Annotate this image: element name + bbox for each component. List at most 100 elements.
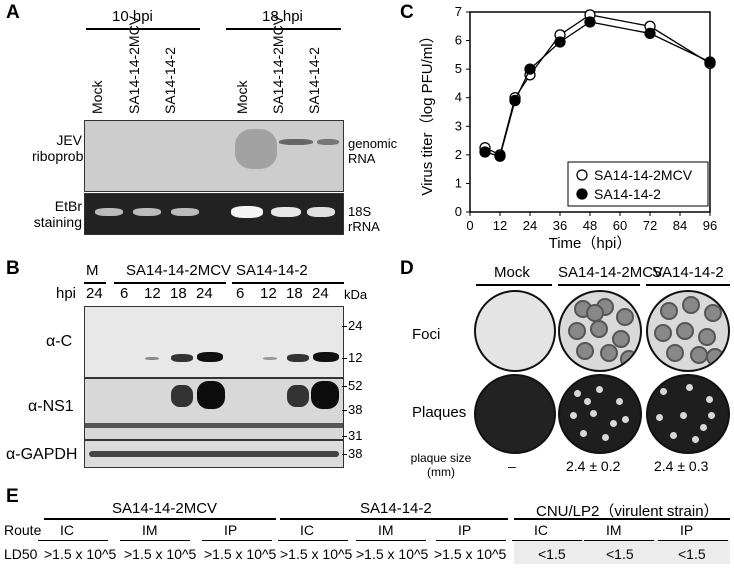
x-tick-label: 24 xyxy=(523,218,537,233)
plaque-spot xyxy=(700,424,707,431)
legend-box xyxy=(567,161,709,207)
c-band xyxy=(145,357,159,360)
plaque-spot xyxy=(574,390,581,397)
route-underline xyxy=(658,540,728,541)
lane-label-sa-18: SA14-14-2 xyxy=(306,47,322,114)
kda-tick xyxy=(342,436,347,437)
plaque-spot xyxy=(686,384,693,391)
hpi-value: 18 xyxy=(286,285,303,302)
hpi-value: 6 xyxy=(236,285,245,302)
route-im: IM xyxy=(606,522,622,538)
route-underline xyxy=(38,540,108,541)
data-point xyxy=(584,16,596,28)
route-ic: IC xyxy=(534,522,548,538)
kda-marker: 12 xyxy=(348,350,363,365)
ld50-label: LD50 xyxy=(4,546,38,562)
plaque-spot xyxy=(616,308,634,326)
rrna-band xyxy=(231,206,263,218)
data-point xyxy=(479,146,491,158)
ld50-value: >1.5 x 10^5 xyxy=(44,546,117,562)
legend-marker xyxy=(576,188,588,200)
hpi-value: 12 xyxy=(144,285,161,302)
data-point xyxy=(554,36,566,48)
western-blot-ns1 xyxy=(84,378,344,440)
x-tick-label: 48 xyxy=(583,218,597,233)
col-label-sa: SA14-14-2 xyxy=(652,264,724,281)
plaque-spot xyxy=(590,410,597,417)
y-tick-label: 5 xyxy=(455,61,462,76)
plaque-spot xyxy=(622,416,629,423)
panel-label-d: D xyxy=(400,258,414,279)
c-band xyxy=(287,354,309,362)
x-tick-label: 84 xyxy=(673,218,687,233)
kda-tick xyxy=(342,410,347,411)
row-label-alpha-c: α-C xyxy=(46,333,73,350)
y-tick-label: 7 xyxy=(455,4,462,19)
panel-label-c: C xyxy=(400,2,414,23)
route-ic: IC xyxy=(60,522,74,538)
hpi-value: 12 xyxy=(260,285,277,302)
plaque-spot xyxy=(654,324,672,342)
group-line-mcv xyxy=(114,282,226,284)
panel-label-b: B xyxy=(6,258,20,279)
virulent-highlight xyxy=(514,540,730,564)
kda-marker: 31 xyxy=(348,428,363,443)
route-ic: IC xyxy=(300,522,314,538)
western-blot-gapdh xyxy=(84,440,344,468)
kda-tick xyxy=(342,326,347,327)
col-line-sa xyxy=(646,284,730,286)
kda-label: kDa xyxy=(344,287,368,302)
western-blot-c xyxy=(84,306,344,378)
kda-tick xyxy=(342,358,347,359)
plaque-spot xyxy=(568,322,586,340)
plaque-spot xyxy=(660,388,667,395)
plaque-size-sa: 2.4 ± 0.3 xyxy=(654,458,709,474)
plaque-spot xyxy=(692,436,699,443)
panel-label-e: E xyxy=(6,486,19,507)
row-label-foci: Foci xyxy=(412,326,441,343)
ld50-value: <1.5 xyxy=(538,546,566,562)
dish-plaques-sa xyxy=(646,374,730,454)
hpi-value: 24 xyxy=(196,285,213,302)
group-label-sa: SA14-14-2 xyxy=(236,262,308,279)
x-axis-label: Time（hpi） xyxy=(549,235,632,250)
series-line xyxy=(484,21,711,158)
y-tick-label: 1 xyxy=(455,175,462,190)
plaque-spot xyxy=(586,304,604,322)
data-point xyxy=(494,150,506,162)
ld50-value: >1.5 x 10^5 xyxy=(356,546,429,562)
kda-marker: 24 xyxy=(348,318,363,333)
dish-plaques-mcv xyxy=(558,374,642,454)
x-tick-label: 72 xyxy=(643,218,657,233)
gapdh-band xyxy=(89,451,339,457)
data-point xyxy=(644,27,656,40)
plaque-size-mock: – xyxy=(508,458,516,474)
kda-marker: 38 xyxy=(348,402,363,417)
series-line xyxy=(484,14,711,156)
ns1-background-band xyxy=(85,423,343,428)
plaque-spot xyxy=(612,330,630,348)
hpi-value: 18 xyxy=(170,285,187,302)
plaque-spot xyxy=(584,398,591,405)
e-line-sa xyxy=(280,518,508,520)
c-band xyxy=(313,352,339,362)
ns1-band xyxy=(171,385,193,407)
lane-label-mock-18: Mock xyxy=(234,80,250,114)
route-underline xyxy=(584,540,654,541)
x-tick-label: 12 xyxy=(493,218,507,233)
legend-entry: SA14-14-2MCV xyxy=(594,167,693,183)
rrna-band xyxy=(307,207,335,217)
y-tick-label: 6 xyxy=(455,33,462,48)
y-tick-label: 0 xyxy=(455,204,462,219)
ld50-value: <1.5 xyxy=(606,546,634,562)
route-ip: IP xyxy=(680,522,694,538)
hpi-label: hpi xyxy=(56,285,77,302)
route-underline xyxy=(202,540,272,541)
panel-label-a: A xyxy=(6,2,20,23)
plaque-spot xyxy=(602,434,609,441)
legend-marker xyxy=(576,169,588,181)
plaque-spot xyxy=(616,398,623,405)
genomic-band-mcv18 xyxy=(279,139,313,145)
lane-label-mock-10: Mock xyxy=(89,80,105,114)
e-group-mcv: SA14-14-2MCV xyxy=(112,500,218,517)
